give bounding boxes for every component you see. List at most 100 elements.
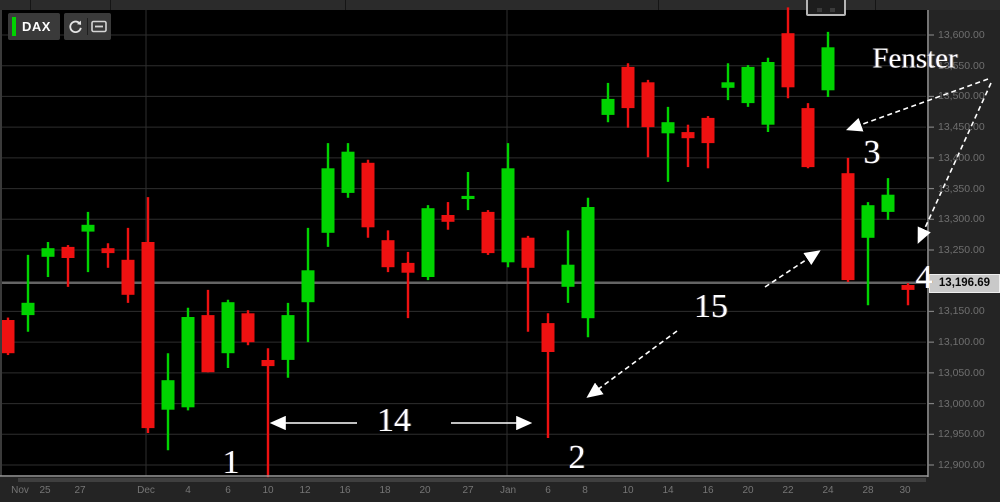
candle-body <box>341 151 355 193</box>
annotation-number-1: 1 <box>222 444 240 481</box>
refresh-icon <box>69 20 82 34</box>
strip-divider <box>875 0 876 10</box>
date-axis-label: 20 <box>742 485 754 496</box>
annotation-arrow <box>764 250 821 288</box>
candle-body <box>621 66 635 109</box>
candle-body <box>161 380 175 410</box>
date-axis-label: Nov <box>11 485 29 496</box>
candle-body <box>721 82 735 88</box>
candle-body <box>701 117 715 144</box>
candle-body <box>61 246 75 258</box>
date-axis-label: 6 <box>225 485 231 496</box>
candle-body <box>821 47 835 91</box>
candle-body <box>361 162 375 228</box>
candle-body <box>641 82 655 128</box>
price-axis-label: 13,500.00 <box>938 90 985 103</box>
candle-body <box>661 122 675 134</box>
strip-divider <box>658 0 659 10</box>
annotation-arrow <box>586 330 678 398</box>
annotation-arrow <box>917 82 992 244</box>
price-axis-label: 13,300.00 <box>938 213 985 226</box>
candle-body <box>41 248 55 257</box>
candle-body <box>521 237 535 268</box>
annotation-number-4: 4 <box>915 259 933 296</box>
strip-divider <box>110 0 111 10</box>
toolbar-icon-group <box>63 13 111 40</box>
date-axis-label: 8 <box>582 485 588 496</box>
price-axis-label: 13,450.00 <box>938 121 985 134</box>
candle-body <box>141 242 155 429</box>
candle-body <box>501 168 515 263</box>
candle-body <box>781 33 795 88</box>
date-axis-label: 18 <box>379 485 391 496</box>
price-axis-label: 13,550.00 <box>938 59 985 72</box>
window-resize-control[interactable] <box>806 0 846 16</box>
strip-divider <box>345 0 346 10</box>
date-axis-label: 14 <box>662 485 674 496</box>
candle-body <box>441 215 455 222</box>
candle-body <box>561 264 575 287</box>
candle-body <box>1 320 15 354</box>
candle-body <box>221 302 235 354</box>
candle-body <box>121 259 135 295</box>
price-axis-label: 13,150.00 <box>938 305 985 318</box>
price-axis-label: 13,350.00 <box>938 182 985 195</box>
toolbar-separator <box>86 18 88 35</box>
symbol-label: DAX <box>22 19 51 34</box>
candle-body <box>301 270 315 303</box>
price-axis[interactable] <box>929 10 1000 502</box>
date-axis-label: 22 <box>782 485 794 496</box>
candle-body <box>541 323 555 352</box>
candle-body <box>801 108 815 168</box>
candle-body <box>421 208 435 277</box>
candle-body <box>101 248 115 254</box>
date-axis-label: 28 <box>862 485 874 496</box>
price-axis-label: 13,400.00 <box>938 151 985 164</box>
candle-body <box>481 211 495 254</box>
h-scrollbar[interactable] <box>18 478 926 482</box>
candle-body <box>461 195 475 199</box>
symbol-badge[interactable]: DAX <box>8 13 60 40</box>
date-axis-label: 27 <box>462 485 474 496</box>
candle-body <box>21 302 35 316</box>
refresh-button[interactable] <box>64 13 87 40</box>
date-axis-label: Dec <box>137 485 155 496</box>
candle-body <box>881 194 895 212</box>
candle-body <box>281 315 295 360</box>
candle-body <box>241 313 255 343</box>
candle-body <box>901 285 915 290</box>
candle-body <box>601 98 615 115</box>
symbol-color-bar <box>12 17 16 36</box>
candle-body <box>741 66 755 104</box>
date-axis-label: 24 <box>822 485 834 496</box>
candle-body <box>861 205 875 238</box>
date-axis-label: 6 <box>545 485 551 496</box>
chart-toolbar: DAX <box>8 13 111 40</box>
price-axis-label: 12,900.00 <box>938 459 985 471</box>
candle-body <box>261 360 275 367</box>
price-axis-label: 13,050.00 <box>938 366 985 379</box>
annotation-number-14: 14 <box>377 402 411 439</box>
price-scale-icon <box>91 20 108 33</box>
price-axis-label: 13,250.00 <box>938 244 985 256</box>
fenster-annotation: Fenster <box>872 42 958 75</box>
candle-body <box>581 207 595 319</box>
candle-body <box>681 132 695 139</box>
candle-body <box>201 315 215 373</box>
date-axis-label: 20 <box>419 485 431 496</box>
date-axis-label: 16 <box>702 485 714 496</box>
date-axis-label: 12 <box>299 485 311 496</box>
price-axis-label: 13,600.00 <box>938 29 985 41</box>
candle-body <box>181 317 195 408</box>
date-axis-label: 30 <box>899 485 911 496</box>
candle-body <box>321 168 335 233</box>
price-axis-label: 13,100.00 <box>938 336 985 349</box>
candle-body <box>401 262 415 273</box>
price-scale-button[interactable] <box>88 13 111 40</box>
candle-body <box>381 240 395 268</box>
date-axis-label: 10 <box>622 485 634 496</box>
date-axis-label: 16 <box>339 485 351 496</box>
annotation-arrow <box>845 78 989 132</box>
